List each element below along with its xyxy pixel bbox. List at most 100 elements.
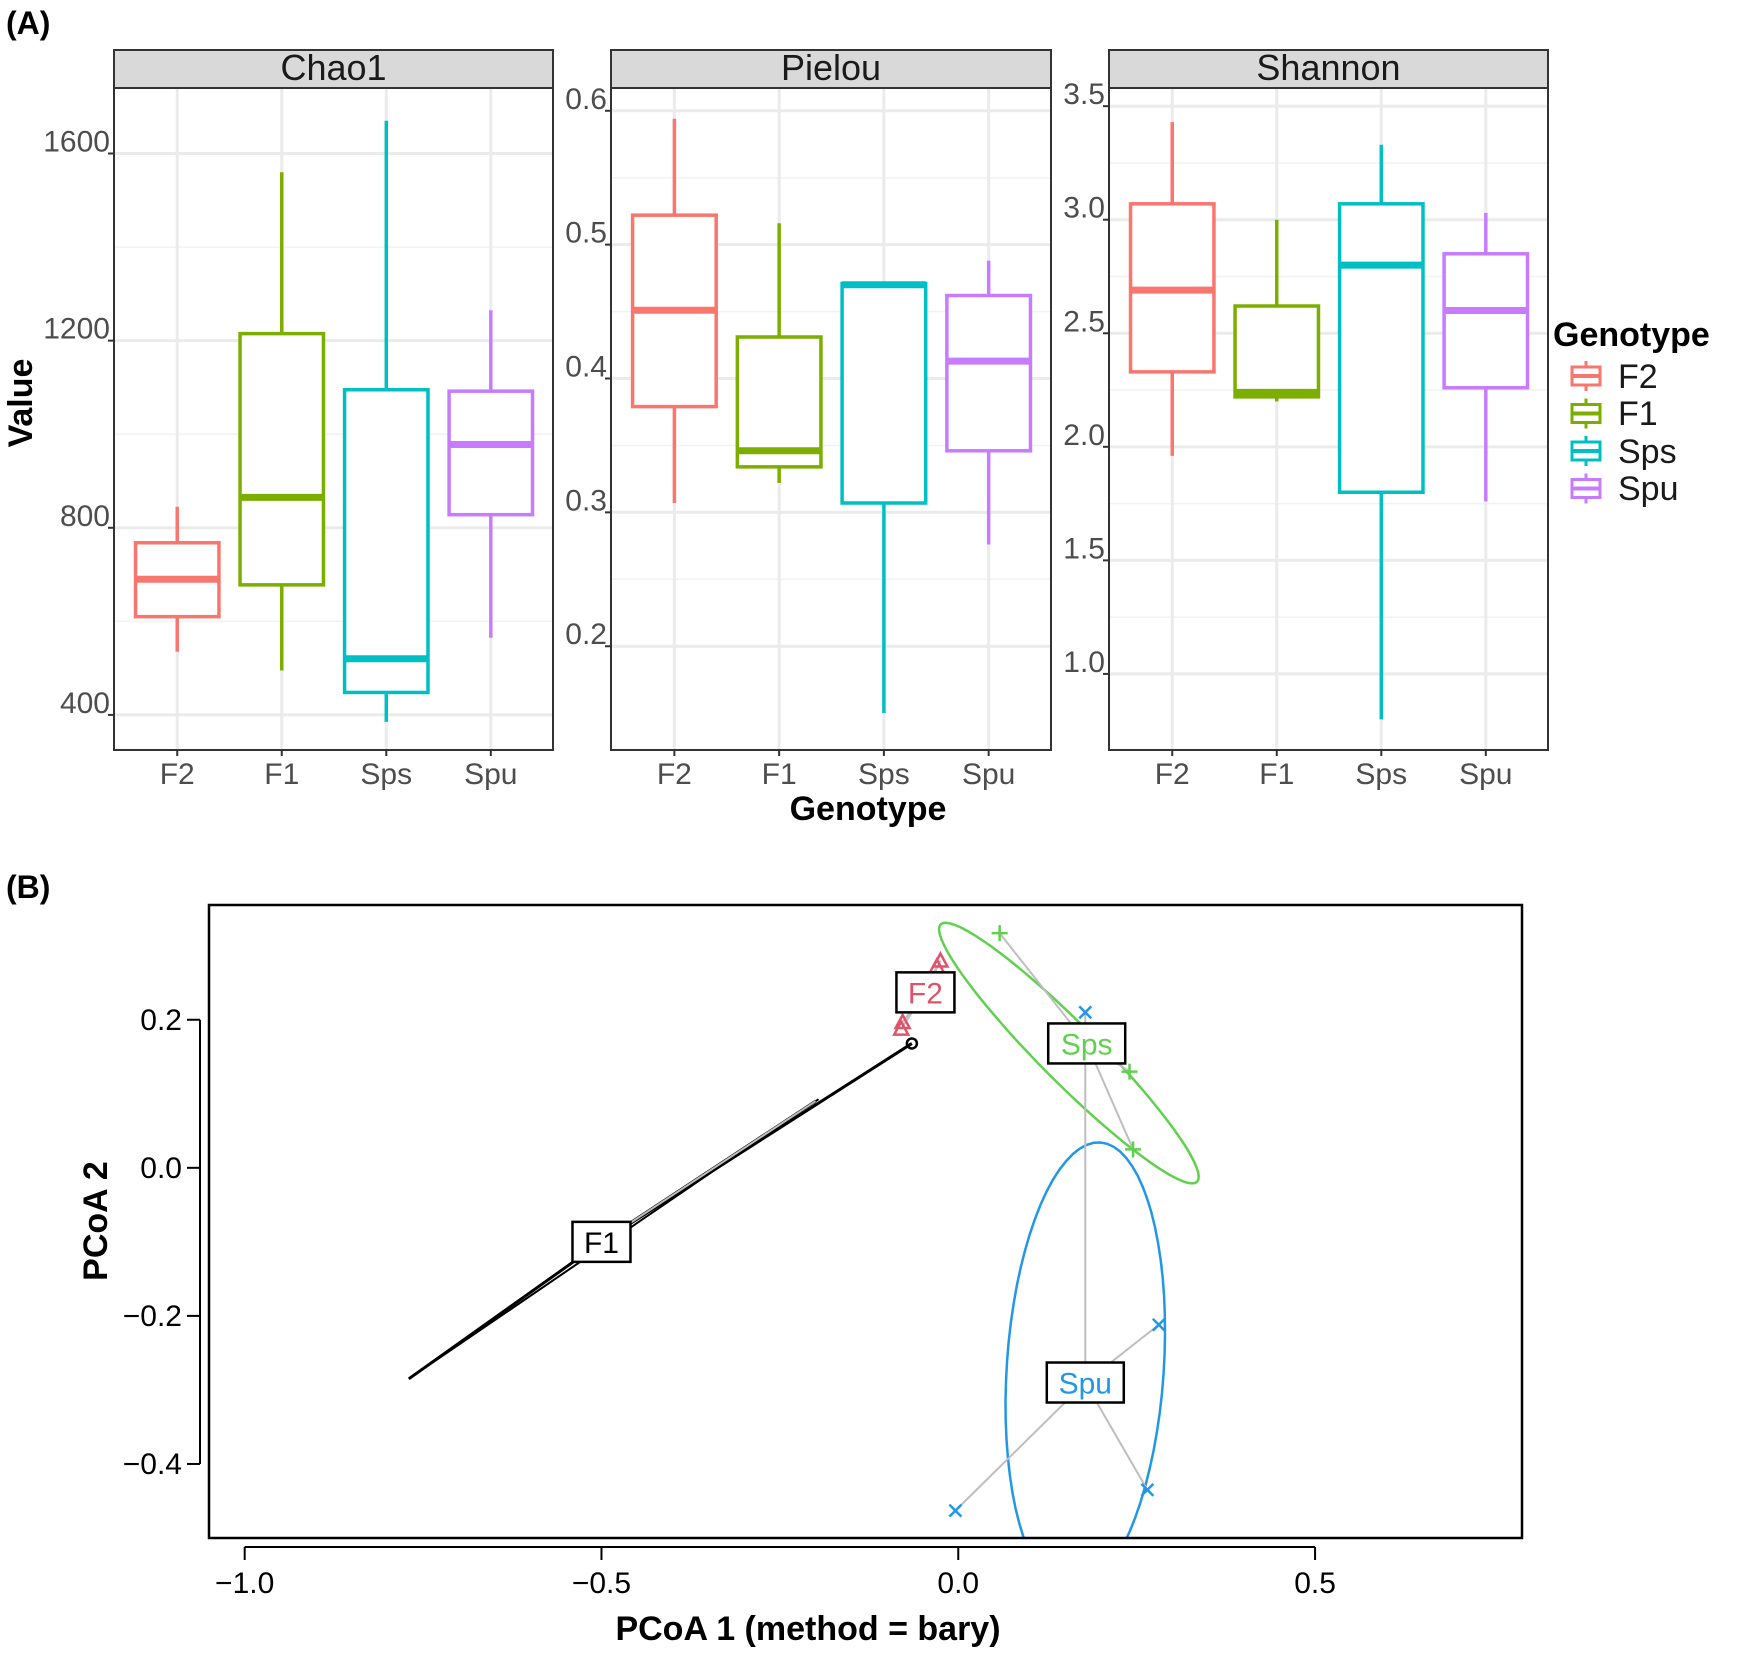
pcoa-plot: F2 F1 Sps Spu −1.0 −0.5 0.0 0.5 −0.4 −0.2 0.0 0.2: [123, 903, 1524, 1600]
facet-chao1: Chao1 400 800 1200 1600 F2 F1 Sps Spu: [43, 47, 554, 791]
group-label-text: F2: [908, 977, 943, 1010]
point-spu: [1151, 1317, 1166, 1332]
group-label-box: [895, 971, 956, 1014]
point-sps: [1125, 1141, 1142, 1158]
group-label-text: Spu: [1059, 1368, 1112, 1401]
box-spu: [447, 310, 535, 638]
y-tick-label: 0.2: [565, 618, 607, 651]
y-tick-label: 1.5: [1063, 532, 1105, 565]
point-f2: [893, 1012, 912, 1030]
group-label-sps: Sps: [1046, 1022, 1127, 1065]
facet-strip: [610, 49, 1052, 89]
panel-a-xlabel: Genotype: [790, 790, 947, 828]
pcoa-ylabel: PCoA 2: [77, 1161, 115, 1281]
x-tick-label-f1: F1: [762, 758, 797, 791]
legend-key-sps: [1570, 436, 1602, 466]
box-iqr: [342, 388, 430, 695]
y-tick-label: 3.0: [1063, 192, 1105, 225]
y-tick-label: 0.5: [565, 217, 607, 250]
box-spu: [1442, 212, 1530, 502]
y-tick-label: 800: [60, 500, 110, 533]
x-tick-label-spu: Spu: [464, 758, 517, 791]
facet-panel-background: [1109, 88, 1548, 750]
facet-shannon: Shannon 1.0 1.5 2.0 2.5 3.0 3.5 F2 F1 Sps Spu: [1063, 47, 1549, 791]
box-iqr: [945, 293, 1033, 453]
group-label-text: F1: [584, 1227, 619, 1260]
legend-label-sps: Sps: [1618, 433, 1677, 471]
pcoa-y-tick-label: 0.0: [140, 1152, 182, 1185]
x-tick-label-sps: Sps: [360, 758, 412, 791]
y-tick-label: 2.5: [1063, 305, 1105, 338]
box-f1: [735, 223, 823, 483]
point-f1: [905, 1037, 919, 1050]
boxplot-facets: Chao1 400 800 1200 1600 F2 F1 Sps Spu Pielou 0.2 0.…: [43, 47, 1549, 791]
y-tick-label: 0.6: [565, 83, 607, 116]
y-tick-label: 1600: [43, 125, 110, 158]
point-sps: [1121, 1063, 1138, 1080]
facet-strip: [113, 49, 554, 89]
box-f2: [630, 118, 718, 504]
pcoa-frame: [207, 903, 1524, 1540]
legend-title: Genotype: [1553, 316, 1710, 354]
legend-key-spu: [1570, 473, 1602, 504]
x-tick-label-f2: F2: [1155, 758, 1190, 791]
facet-strip: [1108, 49, 1549, 89]
y-tick-label: 0.3: [565, 484, 607, 517]
legend-key-f2: [1570, 361, 1602, 391]
facet-strip-label: Shannon: [1256, 47, 1400, 88]
ellipse-sps: [937, 921, 1200, 1185]
facet-strip-label: Pielou: [781, 47, 881, 88]
group-label-f1: F1: [571, 1220, 632, 1264]
group-label-text: Sps: [1061, 1028, 1113, 1061]
box-f1: [238, 172, 326, 671]
x-tick-label-spu: Spu: [962, 758, 1015, 791]
x-tick-label-sps: Sps: [858, 758, 910, 791]
y-tick-label: 3.5: [1063, 78, 1105, 111]
facet-pielou: Pielou 0.2 0.3 0.4 0.5 0.6 F2 F1 Sps Spu: [565, 47, 1052, 791]
pcoa-x-tick-label: 0.5: [1294, 1567, 1336, 1600]
spider-line-f1-gray: [600, 1100, 817, 1243]
pcoa-y-tick-label: 0.2: [140, 1004, 182, 1037]
legend-label-f2: F2: [1618, 358, 1658, 396]
box-iqr: [1233, 304, 1321, 399]
spider-line-spu: [954, 1381, 1086, 1512]
point-spu: [1078, 1005, 1093, 1020]
panel-a-ylabel: Value: [2, 359, 40, 448]
x-tick-label-f1: F1: [264, 758, 299, 791]
pcoa-y-tick-label: −0.2: [123, 1300, 182, 1333]
box-f2: [133, 506, 221, 652]
group-label-f2: F2: [895, 971, 956, 1014]
group-label-box: [1045, 1361, 1126, 1404]
y-tick-label: 0.4: [565, 351, 607, 384]
pcoa-x-tick-label: −0.5: [572, 1567, 631, 1600]
box-iqr: [840, 281, 928, 505]
box-f1: [1233, 219, 1321, 402]
x-tick-label-f1: F1: [1259, 758, 1294, 791]
group-label-spu: Spu: [1045, 1361, 1126, 1404]
box-spu: [945, 260, 1033, 545]
point-spu: [1140, 1482, 1155, 1497]
facet-strip-label: Chao1: [280, 47, 386, 88]
y-tick-label: 400: [60, 687, 110, 720]
ellipse-spu: [1004, 1141, 1167, 1538]
legend-keys: [1570, 361, 1602, 504]
legend-label-f1: F1: [1618, 395, 1658, 433]
y-tick-label: 1.0: [1063, 646, 1105, 679]
point-spu: [948, 1503, 963, 1518]
point-f2: [892, 1019, 911, 1036]
box-sps: [840, 281, 928, 714]
x-tick-label-f2: F2: [657, 758, 692, 791]
pcoa-y-tick-label: −0.4: [123, 1448, 182, 1481]
group-label-box: [571, 1220, 632, 1264]
box-iqr: [1442, 252, 1530, 390]
legend-key-f1: [1570, 398, 1602, 429]
y-tick-label: 1200: [43, 313, 110, 346]
point-sps: [991, 925, 1008, 942]
group-label-box: [1046, 1022, 1127, 1065]
box-sps: [342, 120, 430, 722]
box-iqr: [447, 389, 535, 517]
box-f2: [1128, 122, 1216, 456]
box-iqr: [238, 331, 326, 587]
pcoa-background: [209, 905, 1522, 1538]
